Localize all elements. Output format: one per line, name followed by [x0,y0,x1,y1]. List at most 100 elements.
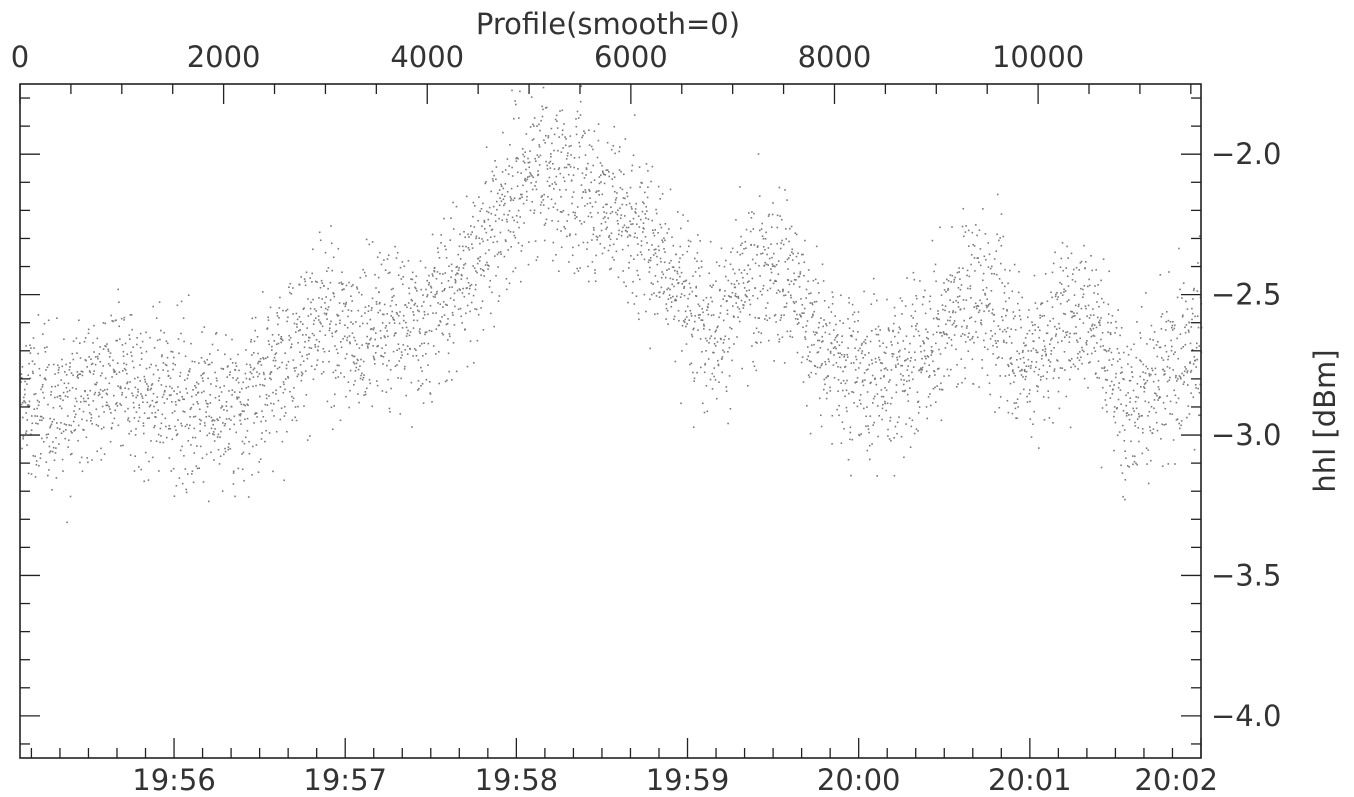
data-point [173,410,176,412]
data-point [422,294,424,296]
data-point [165,340,168,343]
data-point [871,374,874,377]
data-point [41,386,44,388]
data-point [314,280,317,283]
data-point [824,383,826,386]
data-point [1105,350,1108,353]
data-point [906,277,908,279]
data-point [899,328,901,330]
data-point [861,350,864,352]
data-point [103,453,106,455]
data-point [496,208,498,211]
data-point [722,342,725,344]
data-point [1038,447,1040,449]
data-point [69,495,72,498]
data-point [514,267,517,269]
data-point [62,391,65,394]
data-point [777,333,779,336]
data-point [1180,424,1182,427]
data-point [619,186,622,189]
data-point [1164,344,1166,347]
data-point [435,277,438,280]
data-point [454,278,456,281]
data-point [1090,329,1093,332]
data-point [699,275,701,277]
data-point [247,404,249,406]
data-point [892,353,895,355]
data-point [1166,395,1168,397]
data-point [307,298,309,300]
data-point [695,285,697,288]
data-point [22,437,24,440]
data-point [974,320,977,323]
data-point [240,423,242,425]
data-point [810,344,813,346]
data-point [1155,344,1158,346]
data-point [995,342,997,344]
data-point [357,393,359,395]
data-point [255,444,258,446]
data-point [560,151,563,153]
data-point [86,366,88,368]
data-point [670,305,673,308]
data-point [417,380,420,382]
data-point [765,307,767,309]
data-point [303,307,305,309]
data-point [753,332,755,334]
data-point [220,407,222,409]
data-point [26,444,28,446]
data-point [804,336,806,338]
data-point [893,306,896,309]
data-point [55,477,58,479]
data-point [175,429,177,431]
data-point [676,272,679,275]
data-point [727,295,730,297]
data-point [889,420,891,422]
data-point [564,227,567,230]
data-point [642,231,644,233]
data-point [774,279,776,282]
data-point [1030,364,1032,367]
data-point [177,399,180,401]
data-point [600,174,602,176]
data-point [787,291,790,293]
data-point [1092,334,1094,337]
data-point [136,394,139,397]
data-point [568,163,571,166]
data-point [967,287,969,290]
data-point [832,364,835,366]
data-point [621,188,624,191]
data-point [1138,415,1141,417]
data-point [1077,368,1079,370]
data-point [131,360,134,363]
data-point [229,358,232,360]
data-point [643,228,645,230]
data-point [1191,318,1193,321]
data-point [481,269,484,271]
data-point [455,370,458,373]
data-point [593,130,596,132]
data-point [830,342,833,345]
data-point [931,239,934,242]
data-point [730,251,732,253]
data-point [701,319,704,321]
data-point [436,290,438,293]
data-point [709,337,711,340]
data-point [157,409,159,411]
data-point [1025,344,1027,347]
data-point [486,239,489,241]
data-point [677,282,680,284]
data-point [427,342,430,345]
data-point [979,264,982,267]
data-point [348,335,351,337]
data-point [985,258,987,261]
data-point [833,354,835,356]
data-point [236,396,238,398]
data-point [660,276,663,279]
data-point [203,422,206,424]
data-point [368,378,371,381]
data-point [722,349,724,352]
data-point [362,376,365,379]
data-point [331,332,333,335]
data-point [867,425,869,427]
